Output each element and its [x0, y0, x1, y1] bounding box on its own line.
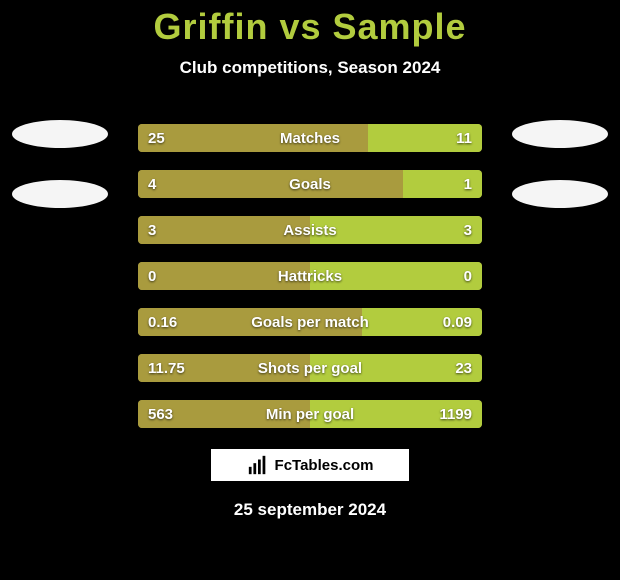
stat-row: Hattricks0 0 [138, 262, 482, 290]
stat-label: Goals [138, 170, 482, 198]
stat-row: Matches25 11 [138, 124, 482, 152]
stat-value-left: 0 [148, 262, 156, 290]
chart-icon [247, 454, 269, 476]
right-team-logos [512, 120, 608, 208]
stat-bars: Matches25 11 Goals4 1 Assists3 3 Hattricks0 0 Go… [138, 124, 482, 428]
team-logo-placeholder [12, 180, 108, 208]
site-badge: FcTables.com [210, 448, 410, 482]
footer-date: 25 september 2024 [0, 500, 620, 520]
stat-value-left: 11.75 [148, 354, 185, 382]
page-subtitle: Club competitions, Season 2024 [0, 58, 620, 78]
stat-value-right: 1 [464, 170, 472, 198]
stat-value-left: 0.16 [148, 308, 177, 336]
stat-row: Assists3 3 [138, 216, 482, 244]
stat-value-left: 25 [148, 124, 165, 152]
stat-value-right: 3 [464, 216, 472, 244]
left-team-logos [12, 120, 108, 208]
stat-value-left: 563 [148, 400, 173, 428]
stat-value-right: 11 [456, 124, 472, 152]
stat-value-right: 0 [464, 262, 472, 290]
stat-label: Assists [138, 216, 482, 244]
stat-value-left: 3 [148, 216, 156, 244]
stat-row: Goals4 1 [138, 170, 482, 198]
site-label: FcTables.com [275, 457, 374, 474]
team-logo-placeholder [12, 120, 108, 148]
stat-label: Goals per match [138, 308, 482, 336]
stat-value-left: 4 [148, 170, 156, 198]
stat-row: Min per goal563 1199 [138, 400, 482, 428]
stat-value-right: 1199 [439, 400, 472, 428]
stat-label: Min per goal [138, 400, 482, 428]
page-title: Griffin vs Sample [0, 0, 620, 48]
team-logo-placeholder [512, 120, 608, 148]
stat-row: Shots per goal11.75 23 [138, 354, 482, 382]
stat-row: Goals per match0.16 0.09 [138, 308, 482, 336]
stat-label: Shots per goal [138, 354, 482, 382]
stat-label: Matches [138, 124, 482, 152]
stat-value-right: 0.09 [443, 308, 472, 336]
stat-value-right: 23 [455, 354, 472, 382]
stat-label: Hattricks [138, 262, 482, 290]
team-logo-placeholder [512, 180, 608, 208]
